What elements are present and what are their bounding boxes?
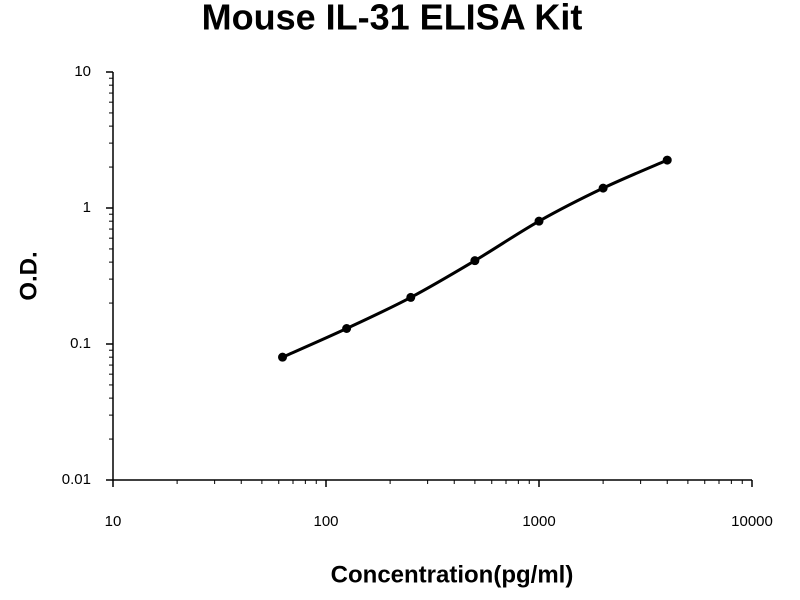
y-tick-label: 0.01 — [62, 471, 91, 488]
point — [342, 324, 352, 334]
point — [534, 216, 544, 226]
x-axis-title: Concentration(pg/ml) — [331, 561, 574, 588]
point — [470, 256, 480, 266]
y-tick-label: 0.1 — [70, 335, 91, 352]
x-tick-label: 10000 — [731, 513, 773, 530]
x-tick-label: 100 — [313, 513, 338, 530]
point — [662, 155, 672, 165]
y-tick-label: 1 — [83, 199, 91, 216]
point — [598, 183, 608, 193]
x-tick-label: 1000 — [522, 513, 555, 530]
point — [406, 292, 416, 302]
x-tick-label: 10 — [105, 513, 122, 530]
y-tick-label: 10 — [74, 63, 91, 80]
y-axis-title: O.D. — [15, 251, 42, 300]
point — [278, 352, 288, 362]
chart-title: Mouse IL-31 ELISA Kit — [202, 0, 583, 38]
